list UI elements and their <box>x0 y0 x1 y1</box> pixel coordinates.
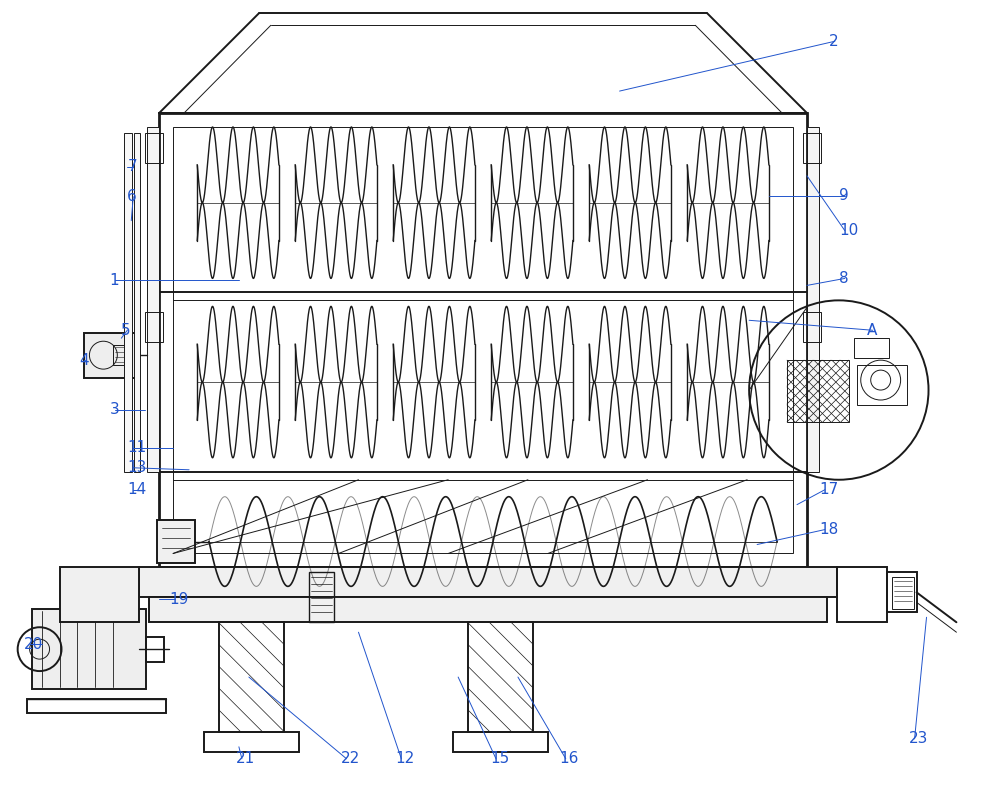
Bar <box>173 127 793 553</box>
Bar <box>146 637 164 662</box>
Text: 8: 8 <box>839 271 848 286</box>
Bar <box>149 597 827 622</box>
Bar <box>787 360 849 422</box>
Bar <box>60 567 139 622</box>
Text: 1: 1 <box>109 273 119 288</box>
Bar <box>887 573 917 612</box>
Bar <box>159 113 807 567</box>
Text: 14: 14 <box>127 482 147 498</box>
Text: 12: 12 <box>395 752 415 766</box>
Text: 18: 18 <box>819 522 838 537</box>
Text: 13: 13 <box>127 460 147 475</box>
Bar <box>219 622 284 732</box>
Bar <box>453 732 548 752</box>
Bar <box>854 338 889 358</box>
Bar <box>134 133 140 472</box>
Bar <box>803 312 821 342</box>
Text: 10: 10 <box>839 223 858 238</box>
Text: 9: 9 <box>839 188 849 203</box>
Bar <box>309 573 334 622</box>
Text: 7: 7 <box>127 159 137 174</box>
Text: 16: 16 <box>560 752 579 766</box>
Text: 6: 6 <box>127 189 137 204</box>
Text: 19: 19 <box>169 592 189 607</box>
Bar <box>145 133 163 163</box>
Bar <box>32 609 146 689</box>
Bar <box>837 567 887 622</box>
Bar <box>139 567 837 597</box>
Bar <box>857 365 907 405</box>
Bar <box>892 578 914 609</box>
Bar <box>147 127 159 472</box>
Bar <box>803 133 821 163</box>
Text: 3: 3 <box>109 403 119 417</box>
Text: 17: 17 <box>819 482 838 498</box>
Bar <box>157 519 195 563</box>
Text: 15: 15 <box>490 752 509 766</box>
Bar <box>807 127 819 472</box>
Bar <box>113 345 131 365</box>
Text: 11: 11 <box>127 440 147 455</box>
Text: 21: 21 <box>236 752 255 766</box>
Text: 2: 2 <box>829 34 838 49</box>
Bar <box>145 312 163 342</box>
Text: 5: 5 <box>121 323 131 337</box>
Bar <box>84 333 139 378</box>
Text: 20: 20 <box>24 637 43 652</box>
Text: 22: 22 <box>341 752 360 766</box>
Text: 4: 4 <box>79 353 89 367</box>
Text: 23: 23 <box>909 731 928 747</box>
Text: A: A <box>867 323 877 337</box>
Bar <box>27 699 166 713</box>
Bar <box>468 622 533 732</box>
Bar <box>124 133 132 472</box>
Bar <box>204 732 299 752</box>
